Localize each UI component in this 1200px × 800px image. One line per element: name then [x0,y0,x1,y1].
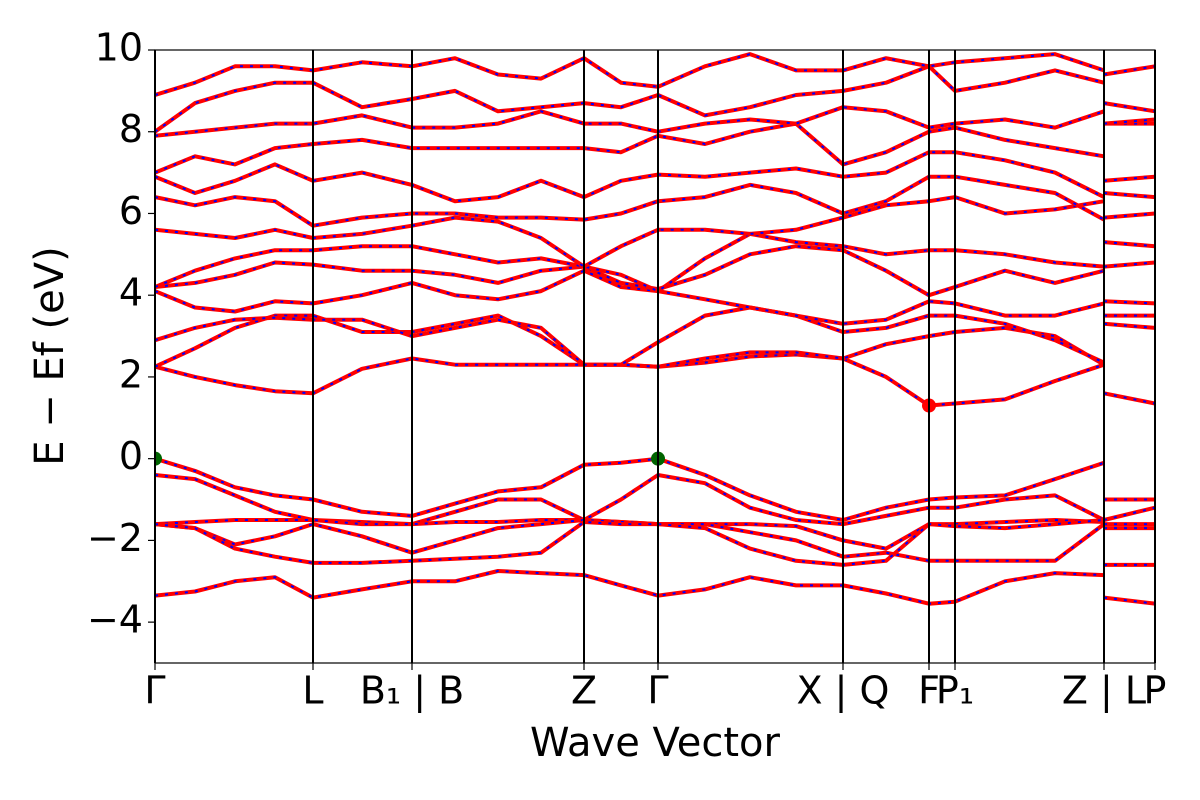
band-dash [155,457,1155,522]
band-dash [155,473,1155,526]
x-tick-label: P [1144,669,1167,713]
band-dash [155,65,1155,133]
band [155,105,1155,138]
band-dash [155,232,1155,293]
x-tick-label: X | Q [797,669,890,714]
band-dash [155,196,1155,268]
y-tick-label: −2 [87,516,143,560]
x-tick-label: B₁ | B [360,669,464,714]
y-tick-label: −4 [87,598,143,642]
band [155,352,1155,408]
band-dash [155,53,1155,96]
plot-frame [154,49,1156,664]
x-axis-label: Wave Vector [530,720,781,766]
band-dash [155,269,1155,325]
band-dash [155,518,1155,566]
band-dash [155,569,1155,605]
y-tick-label: 0 [119,434,143,478]
band-dash [155,519,1155,566]
plot-area [155,52,1155,606]
y-axis-label: E − Ef (eV) [27,246,73,465]
y-tick-label: 2 [119,352,143,396]
y-tick-label: 8 [119,107,143,151]
x-tick-label: Z [571,669,597,713]
x-tick-label: F [918,669,940,713]
band [155,52,1155,97]
x-tick-label: P₁ [936,669,974,713]
y-tick-label: 10 [95,26,143,70]
band [155,569,1155,606]
y-tick-label: 6 [119,189,143,233]
band-dash [155,106,1155,137]
band-dash [155,306,1155,366]
band-dash [155,122,1155,174]
vbm-marker [155,451,162,466]
x-tick-label: Z | L [1062,669,1146,714]
band-dash [155,245,1155,297]
x-tick-label: L [302,669,323,713]
x-tick-label: Γ [144,669,165,713]
x-tick-label: Γ [647,669,668,713]
y-tick-label: 4 [119,271,143,315]
band-dash [155,314,1155,368]
band-dash [155,151,1155,203]
band-dash [155,175,1155,227]
band [155,456,1155,522]
